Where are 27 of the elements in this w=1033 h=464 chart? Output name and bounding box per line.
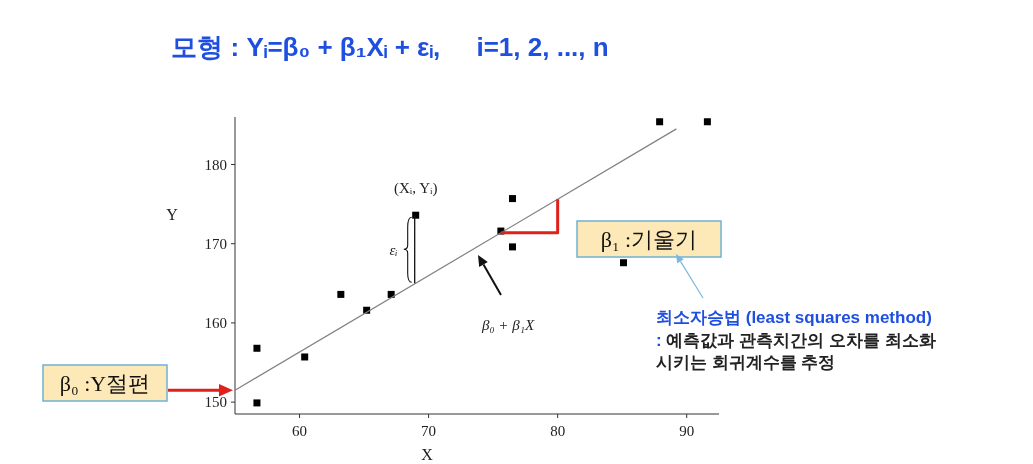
annotation: β₀ + β₁X xyxy=(480,317,535,333)
x-tick-label: 80 xyxy=(550,423,566,439)
chart-title: 모형 : Yᵢ=β₀ + β₁Xᵢ + εᵢ, i=1, 2, ..., n xyxy=(171,32,609,62)
point xyxy=(508,195,516,203)
x-axis-title: X xyxy=(421,446,434,463)
point xyxy=(253,344,261,352)
point xyxy=(508,243,516,251)
y-tick-label: 180 xyxy=(204,156,227,173)
x-tick-label: 90 xyxy=(679,423,695,439)
x-tick-label: 70 xyxy=(421,423,437,439)
point xyxy=(253,399,261,407)
annotation: β₁ :기울기 xyxy=(600,227,698,252)
point xyxy=(301,353,309,361)
y-axis-title: Y xyxy=(166,206,179,223)
y-tick-label: 150 xyxy=(204,394,227,411)
y-tick-label: 170 xyxy=(204,235,227,252)
point xyxy=(703,118,711,126)
annotation: : 예측값과 관측치간의 오차를 최소화 시키는 회귀계수를 추정 xyxy=(656,331,936,372)
x-tick-label: 60 xyxy=(292,423,308,439)
annotation: 최소자승법 (least squares method) xyxy=(656,308,932,327)
point xyxy=(656,118,664,126)
annotation: (Xᵢ, Yᵢ) xyxy=(393,180,438,198)
point xyxy=(619,259,627,267)
point xyxy=(412,211,420,219)
annotation: εᵢ xyxy=(389,242,398,259)
y-tick-label: 160 xyxy=(204,314,227,331)
point xyxy=(337,290,345,298)
